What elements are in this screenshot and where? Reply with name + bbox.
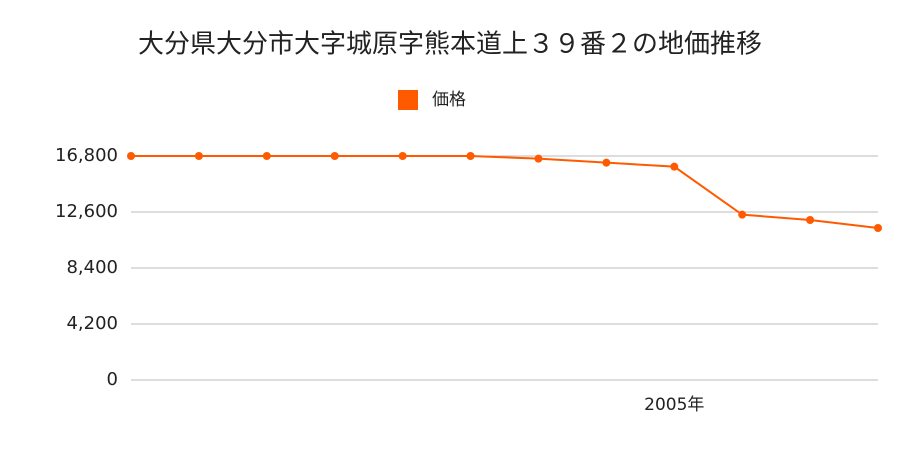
data-point <box>602 158 611 167</box>
chart-title: 大分県大分市大字城原字熊本道上３９番２の地価推移 <box>138 30 762 60</box>
data-point <box>262 152 271 160</box>
y-tick-label: 16,800 <box>55 145 118 166</box>
data-point <box>330 152 339 160</box>
data-point <box>738 210 747 219</box>
data-point <box>466 152 475 160</box>
y-tick-label: 4,200 <box>66 313 118 334</box>
data-point <box>806 216 815 224</box>
data-point <box>398 152 407 160</box>
legend-label: 価格 <box>432 90 466 110</box>
data-point <box>670 162 679 171</box>
data-point <box>874 224 882 232</box>
y-tick-label: 0 <box>107 369 118 390</box>
y-tick-label: 12,600 <box>55 201 118 222</box>
data-point <box>127 152 135 160</box>
data-point <box>534 154 543 163</box>
y-tick-label: 8,400 <box>66 257 118 278</box>
legend-swatch <box>398 90 418 110</box>
x-tick-label: 2005年 <box>644 395 704 415</box>
series-line <box>131 155 879 229</box>
data-point <box>194 152 203 160</box>
